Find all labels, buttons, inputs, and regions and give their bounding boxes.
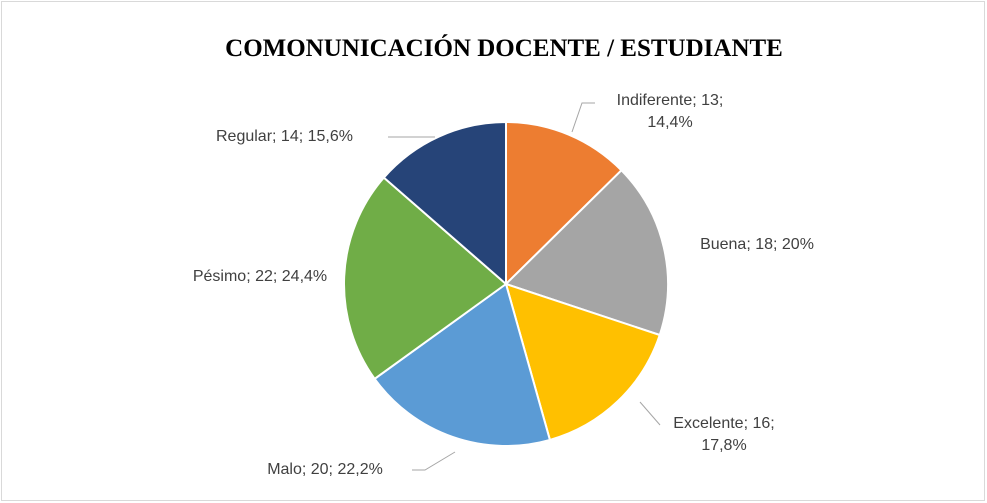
data-label: Regular; 14; 15,6% (216, 128, 353, 145)
data-label: Excelente; 16; 17,8% (673, 415, 775, 454)
data-label: Indiferente; 13; 14,4% (616, 92, 724, 131)
leader-line (639, 401, 661, 426)
chart-title: COMONUNICACIÓN DOCENTE / ESTUDIANTE (225, 34, 783, 62)
pie-slice (343, 176, 508, 381)
leader-line (412, 451, 456, 471)
leader-line (571, 102, 595, 133)
pie-slice (373, 282, 552, 447)
pie-slice (382, 120, 507, 287)
pie (343, 120, 669, 447)
pie-slice (504, 282, 662, 442)
pie-slice (505, 120, 623, 287)
data-label: Malo; 20; 22,2% (267, 461, 383, 478)
data-label: Pésimo; 22; 24,4% (192, 268, 328, 285)
leader-lines (388, 102, 661, 471)
pie-slice (504, 168, 669, 337)
data-label: Buena; 18; 20% (700, 236, 814, 253)
